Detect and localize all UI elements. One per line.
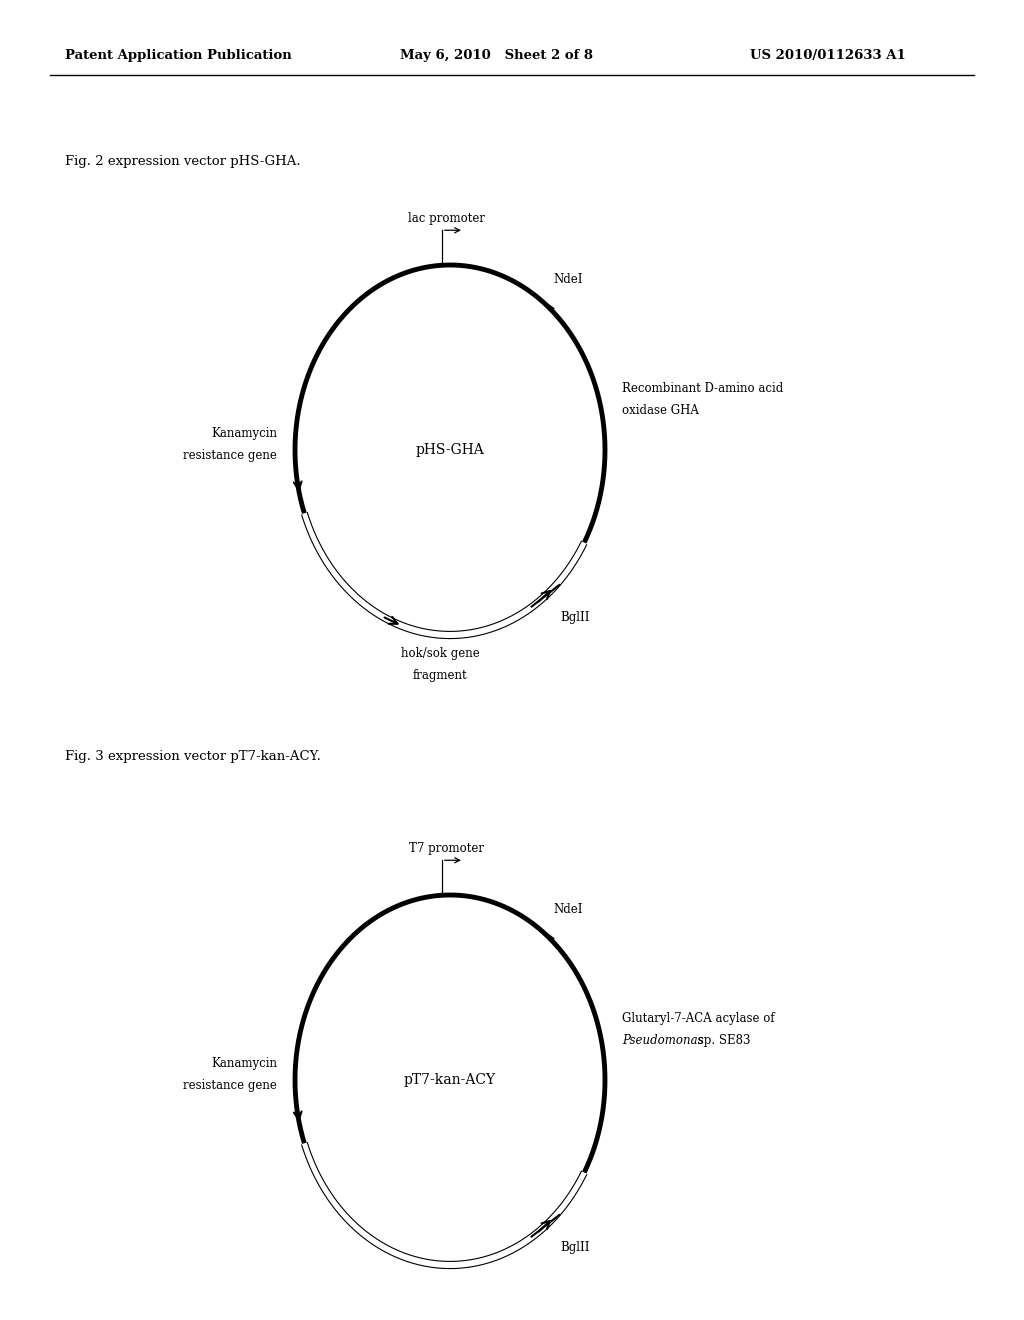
Text: T7 promoter: T7 promoter — [410, 842, 484, 855]
Text: Kanamycin: Kanamycin — [211, 426, 278, 440]
Text: Patent Application Publication: Patent Application Publication — [65, 49, 292, 62]
Text: Kanamycin: Kanamycin — [211, 1057, 278, 1071]
Text: BglII: BglII — [560, 611, 590, 624]
Text: hok/sok gene: hok/sok gene — [400, 647, 479, 660]
Text: US 2010/0112633 A1: US 2010/0112633 A1 — [750, 49, 906, 62]
Text: Fig. 3 expression vector pT7-kan-ACY.: Fig. 3 expression vector pT7-kan-ACY. — [65, 750, 321, 763]
Text: BglII: BglII — [560, 1241, 590, 1254]
Text: May 6, 2010   Sheet 2 of 8: May 6, 2010 Sheet 2 of 8 — [400, 49, 593, 62]
Text: Recombinant D-amino acid: Recombinant D-amino acid — [623, 381, 783, 395]
Text: lac promoter: lac promoter — [409, 213, 485, 226]
Text: Fig. 2 expression vector pHS-GHA.: Fig. 2 expression vector pHS-GHA. — [65, 154, 301, 168]
Text: resistance gene: resistance gene — [183, 449, 278, 462]
Text: oxidase GHA: oxidase GHA — [623, 404, 699, 417]
Text: Glutaryl-7-ACA acylase of: Glutaryl-7-ACA acylase of — [623, 1011, 775, 1024]
Text: pT7-kan-ACY: pT7-kan-ACY — [403, 1073, 496, 1086]
Text: NdeI: NdeI — [554, 273, 584, 286]
Text: NdeI: NdeI — [554, 903, 584, 916]
Text: sp. SE83: sp. SE83 — [694, 1034, 751, 1047]
Text: Pseudomonas: Pseudomonas — [623, 1034, 703, 1047]
Text: resistance gene: resistance gene — [183, 1078, 278, 1092]
Text: fragment: fragment — [413, 669, 467, 682]
Text: pHS-GHA: pHS-GHA — [416, 444, 484, 457]
